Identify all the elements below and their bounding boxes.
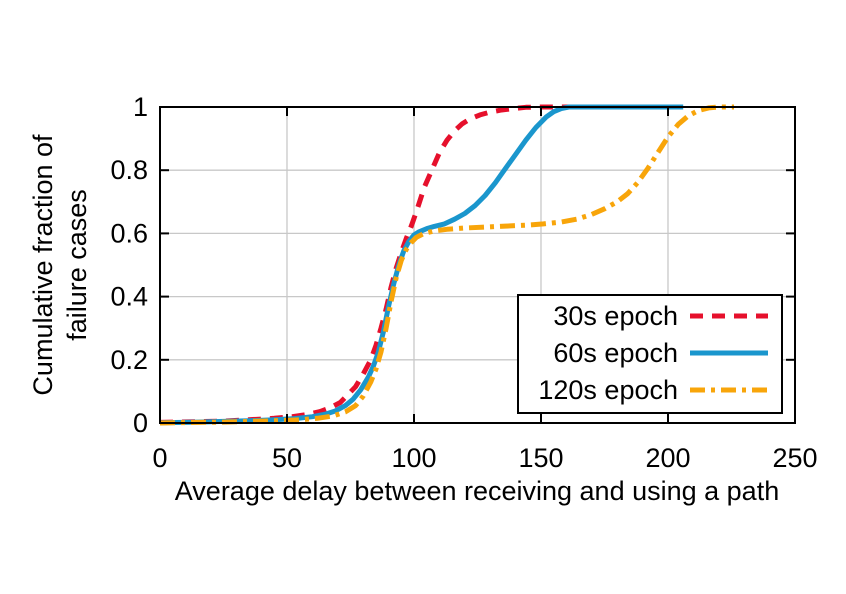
gridlines bbox=[160, 107, 795, 423]
y-tick-label: 1 bbox=[133, 92, 148, 122]
x-tick-label: 50 bbox=[272, 443, 302, 473]
plot-frame bbox=[159, 106, 796, 424]
curves bbox=[159, 104, 734, 426]
x-tick-label: 0 bbox=[152, 443, 167, 473]
y-tick-label: 0.8 bbox=[110, 155, 148, 185]
x-tick-label: 150 bbox=[518, 443, 563, 473]
tick-labels: 0 50 100 150 200 250 0 0.2 0.4 0.6 0.8 1 bbox=[110, 92, 817, 473]
y-axis-title-line2: failure cases bbox=[62, 189, 92, 341]
y-tick-label: 0.4 bbox=[110, 282, 148, 312]
legend-label-30s-epoch: 30s epoch bbox=[553, 301, 678, 331]
y-tick-label: 0 bbox=[133, 408, 148, 438]
plot-border bbox=[159, 106, 796, 424]
y-axis-title-line1: Cumulative fraction of bbox=[28, 134, 58, 396]
x-tick-label: 250 bbox=[772, 443, 817, 473]
legend-label-60s-epoch: 60s epoch bbox=[553, 338, 678, 368]
legend-label-120s-epoch: 120s epoch bbox=[538, 375, 678, 405]
y-tick-label: 0.6 bbox=[110, 218, 148, 248]
y-tick-label: 0.2 bbox=[110, 345, 148, 375]
curve-60s-epoch bbox=[159, 104, 684, 426]
curve-120s-epoch bbox=[159, 104, 734, 426]
legend: 30s epoch 60s epoch 120s epoch bbox=[517, 294, 783, 414]
x-tick-label: 100 bbox=[391, 443, 436, 473]
x-axis-title: Average delay between receiving and usin… bbox=[175, 476, 779, 506]
x-tick-label: 200 bbox=[645, 443, 690, 473]
